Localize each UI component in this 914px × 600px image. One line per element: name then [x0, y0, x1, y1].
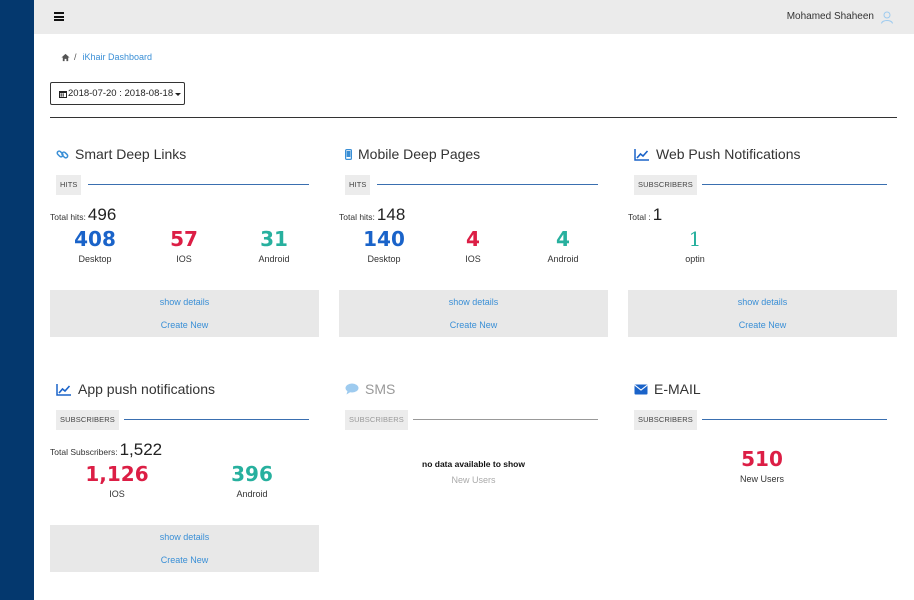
section-label: HITS — [345, 175, 371, 195]
user-name[interactable]: Mohamed Shaheen — [786, 11, 874, 22]
show-details-link[interactable]: show details — [159, 297, 210, 307]
section-label: SUBSCRIBERS — [634, 410, 697, 430]
stats-row: 140 Desktop 4 IOS 4 Android — [339, 228, 608, 268]
show-details-link[interactable]: show details — [159, 532, 210, 542]
stats-row: 1,126 IOS 396 Android — [50, 463, 319, 503]
calendar-icon — [59, 90, 67, 98]
stats-row: 408 Desktop 57 IOS 31 Android — [50, 228, 319, 268]
stat-new-users: 510 New Users — [739, 447, 784, 484]
section-header: SUBSCRIBERS — [56, 410, 309, 430]
section-label: SUBSCRIBERS — [56, 410, 119, 430]
section-header: SUBSCRIBERS — [634, 410, 887, 430]
card-actions: show details Create New — [628, 290, 897, 337]
card-title: SMS — [345, 380, 395, 398]
line-chart-icon — [634, 148, 649, 161]
create-new-link[interactable]: Create New — [449, 320, 498, 330]
total-hits: Total hits: 496 — [50, 205, 117, 224]
user-icon[interactable] — [880, 10, 894, 24]
total-hits: Total hits: 148 — [339, 205, 406, 224]
stat-android: 4 Android — [547, 227, 579, 264]
stat-optin: 1 optin — [685, 227, 705, 264]
breadcrumb-current[interactable]: iKhair Dashboard — [82, 52, 153, 62]
total-subscribers: Total :1 — [628, 205, 663, 224]
date-range-button[interactable]: 2018-07-20 : 2018-08-18 — [50, 82, 185, 105]
section-label: SUBSCRIBERS — [345, 410, 408, 430]
date-range-label: 2018-07-20 : 2018-08-18 — [68, 88, 174, 99]
show-details-link[interactable]: show details — [737, 297, 788, 307]
total-subscribers: Total Subscribers: 1,522 — [50, 440, 163, 459]
envelope-icon — [634, 384, 648, 394]
link-icon — [56, 149, 69, 159]
section-header: HITS — [56, 175, 309, 195]
stats-row: 510 New Users — [628, 448, 897, 488]
card-actions: show details Create New — [339, 290, 608, 337]
home-icon[interactable] — [61, 53, 70, 62]
card-actions: show details Create New — [50, 290, 319, 337]
create-new-link[interactable]: Create New — [160, 320, 209, 330]
sidebar — [0, 0, 34, 600]
card-actions: show details Create New — [50, 525, 319, 572]
breadcrumb-separator: / — [74, 52, 77, 62]
caret-down-icon — [175, 93, 182, 96]
mobile-icon — [345, 148, 352, 160]
stat-desktop: 140 Desktop — [363, 227, 405, 264]
menu-toggle-icon[interactable] — [54, 12, 64, 21]
new-users-label: New Users — [451, 475, 496, 485]
card-title: Web Push Notifications — [634, 145, 800, 163]
section-header: SUBSCRIBERS — [634, 175, 887, 195]
stat-desktop: 408 Desktop — [74, 227, 116, 264]
top-navbar: Mohamed Shaheen — [34, 0, 914, 34]
stat-android: 396 Android — [231, 462, 273, 499]
create-new-link[interactable]: Create New — [738, 320, 787, 330]
no-data-message: no data available to show — [422, 459, 525, 469]
section-label: SUBSCRIBERS — [634, 175, 697, 195]
section-label: HITS — [56, 175, 82, 195]
section-header: HITS — [345, 175, 598, 195]
stat-ios: 57 IOS — [170, 227, 198, 264]
line-chart-icon — [56, 383, 71, 396]
section-header: SUBSCRIBERS — [345, 410, 598, 430]
card-title: App push notifications — [56, 380, 215, 398]
comment-icon — [345, 383, 359, 395]
create-new-link[interactable]: Create New — [160, 555, 209, 565]
card-title: E-MAIL — [634, 380, 701, 398]
stat-ios: 4 IOS — [465, 227, 481, 264]
stat-ios: 1,126 IOS — [85, 462, 149, 499]
card-title: Smart Deep Links — [56, 145, 186, 163]
stats-row: 1 optin — [628, 228, 897, 268]
stat-android: 31 Android — [258, 227, 290, 264]
show-details-link[interactable]: show details — [448, 297, 499, 307]
card-title: Mobile Deep Pages — [345, 145, 480, 163]
breadcrumb: / iKhair Dashboard — [61, 52, 152, 62]
divider — [50, 117, 897, 118]
